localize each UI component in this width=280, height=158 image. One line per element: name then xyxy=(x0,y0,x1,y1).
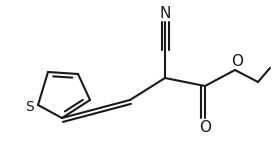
Text: O: O xyxy=(231,55,243,70)
Text: O: O xyxy=(199,121,211,136)
Text: S: S xyxy=(26,100,34,114)
Text: N: N xyxy=(159,6,171,21)
